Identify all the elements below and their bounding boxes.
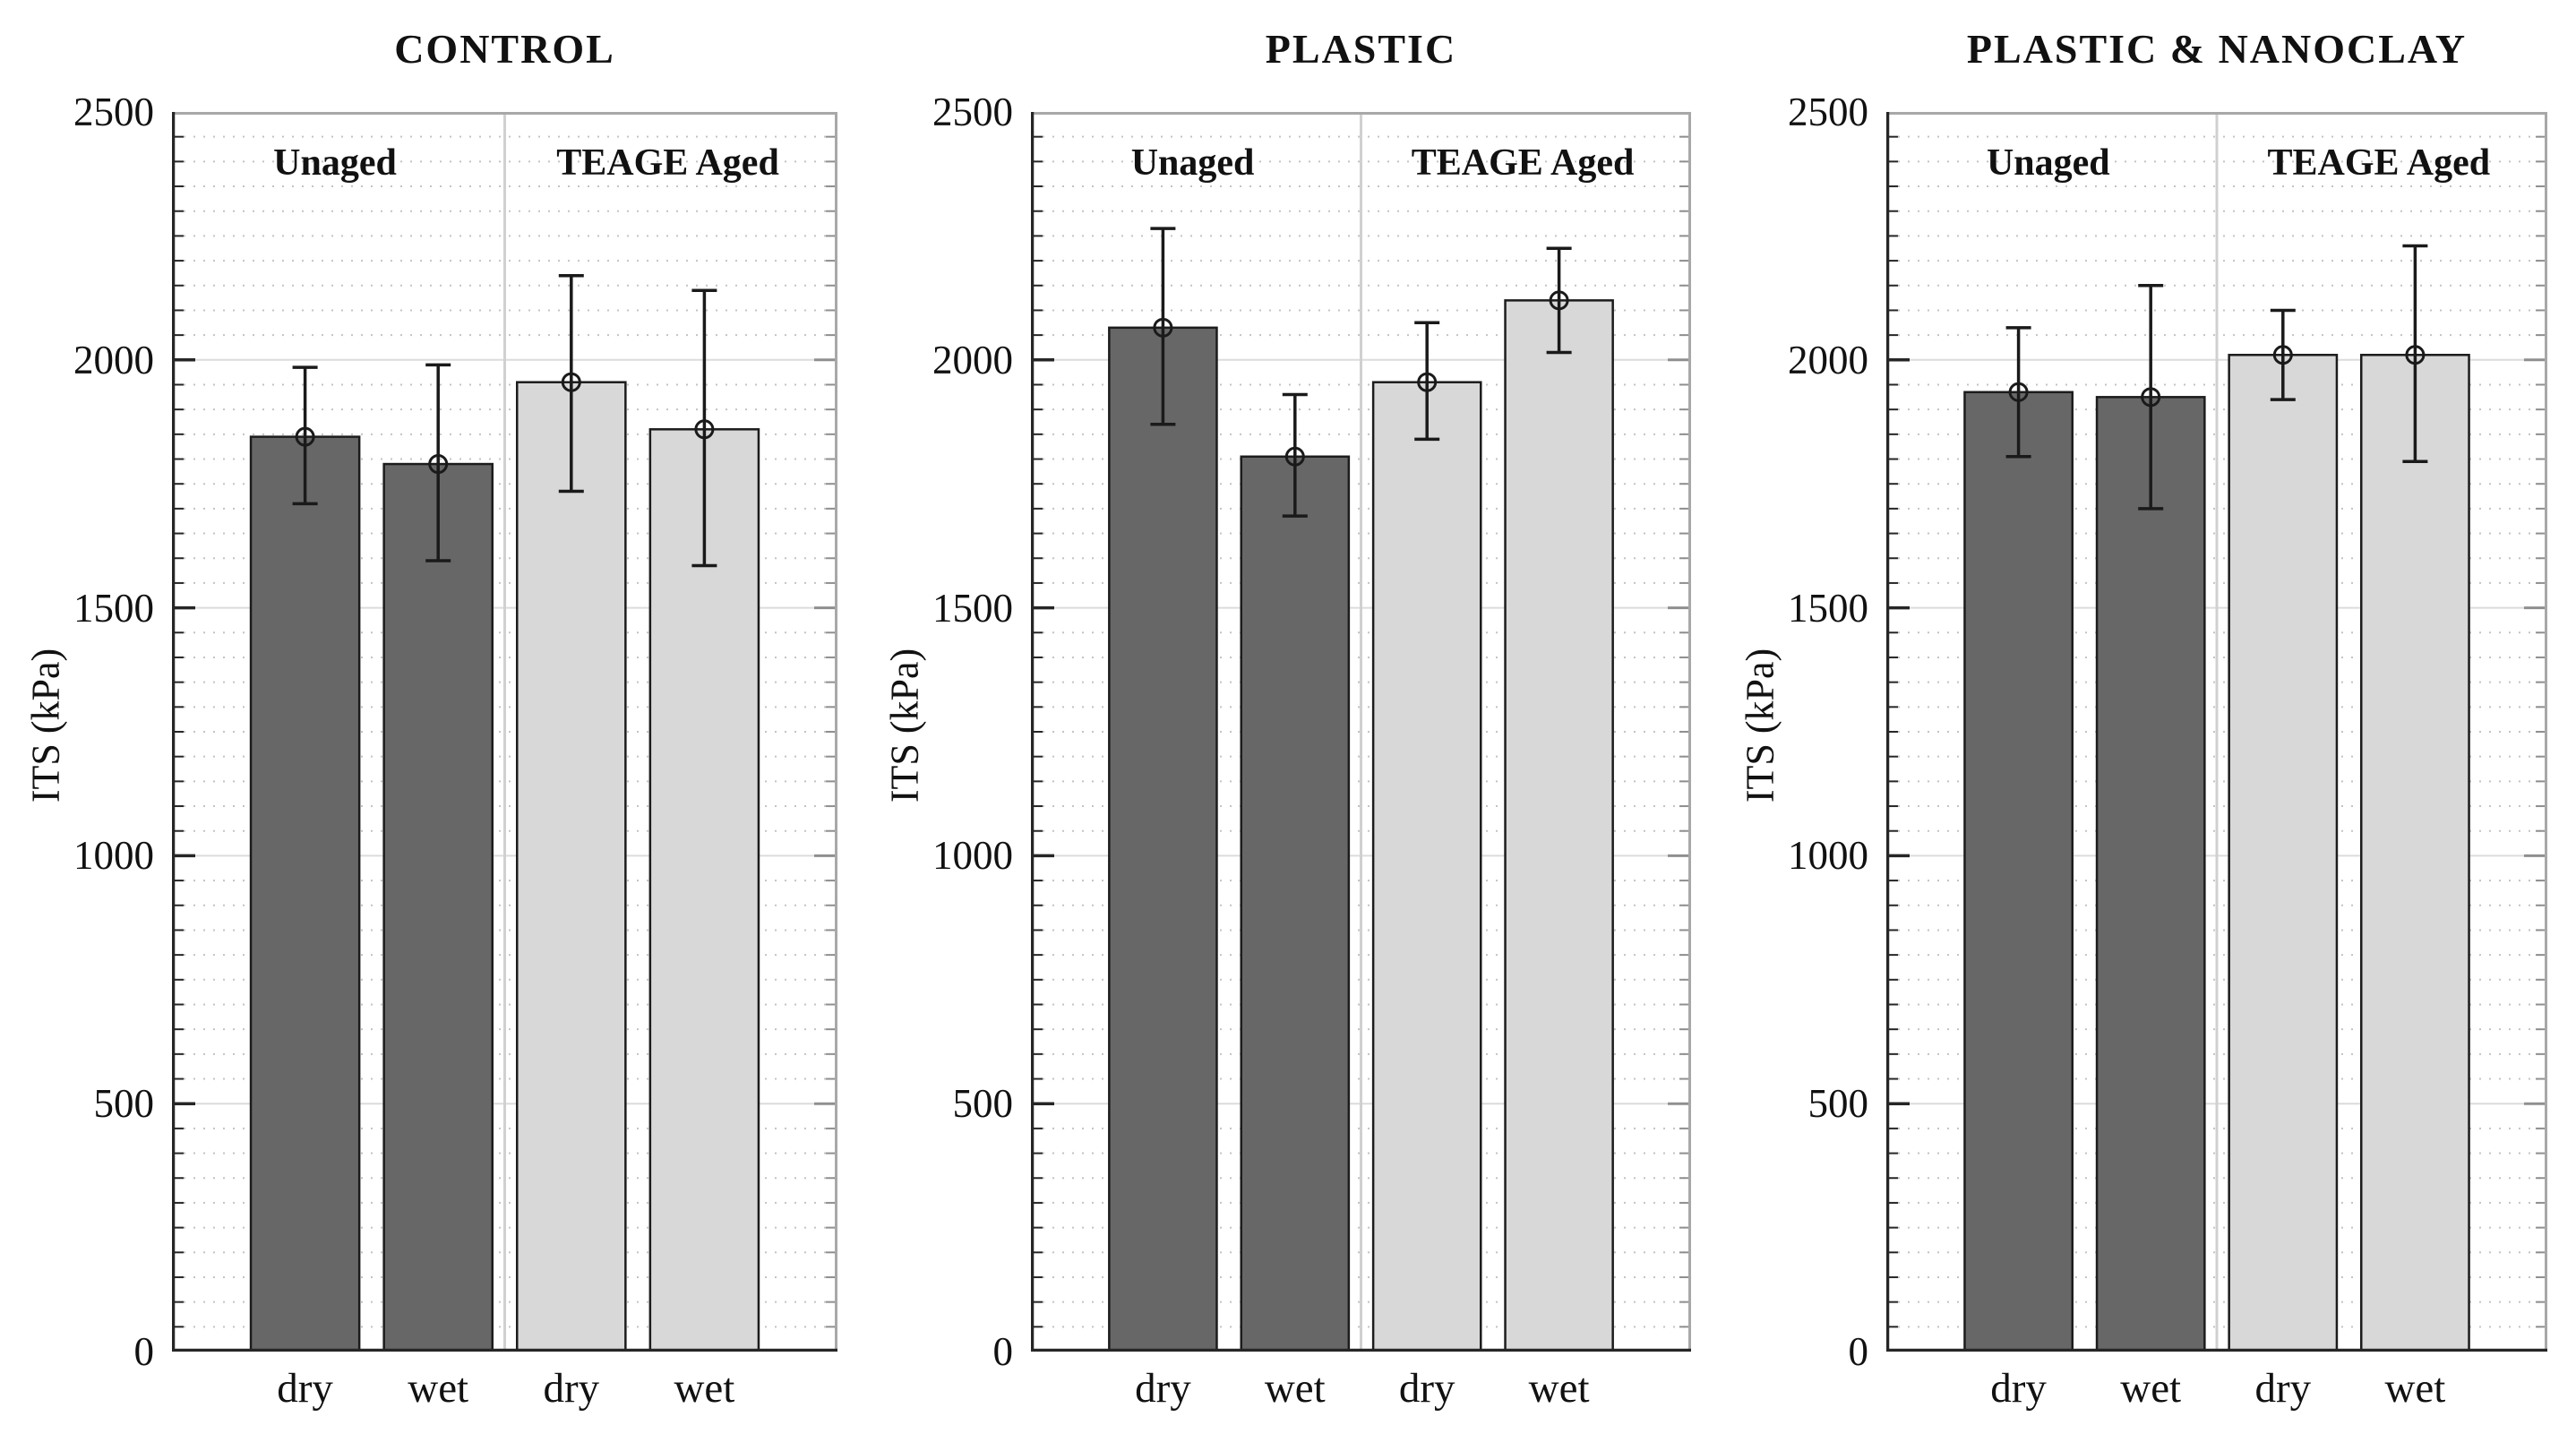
y-tick-label-1500: 1500 bbox=[1788, 585, 1868, 631]
plot-area bbox=[1886, 112, 2547, 1352]
panel-title: CONTROL bbox=[394, 26, 615, 72]
mean-marker bbox=[1284, 446, 1305, 467]
bar-unaged-dry bbox=[249, 435, 361, 1352]
bar-teage-aged-dry bbox=[1371, 381, 1482, 1352]
mean-marker bbox=[295, 426, 315, 447]
y-tick-label-500: 500 bbox=[93, 1081, 155, 1127]
bar-teage-aged-wet bbox=[648, 428, 760, 1352]
y-tick-label-2000: 2000 bbox=[73, 337, 154, 382]
group-label-teage-aged: TEAGE Aged bbox=[556, 142, 779, 184]
bar-unaged-wet bbox=[2095, 396, 2206, 1352]
x-category-label-wet-3: wet bbox=[674, 1365, 735, 1412]
x-category-label-dry-0: dry bbox=[1990, 1365, 2047, 1412]
y-axis-title: ITS (kPa) bbox=[882, 648, 927, 803]
bar-unaged-wet bbox=[1240, 455, 1351, 1352]
mean-marker bbox=[2272, 345, 2293, 365]
y-tick-label-1000: 1000 bbox=[932, 833, 1013, 879]
bar-unaged-dry bbox=[1963, 391, 2074, 1352]
y-tick-label-0: 0 bbox=[133, 1329, 155, 1374]
y-axis-title: ITS (kPa) bbox=[1738, 648, 1782, 803]
y-tick-label-1500: 1500 bbox=[73, 585, 154, 631]
x-category-label-dry-0: dry bbox=[1135, 1365, 1191, 1412]
x-category-label-wet-3: wet bbox=[2384, 1365, 2446, 1412]
y-tick-label-2000: 2000 bbox=[932, 337, 1013, 382]
x-category-label-wet-1: wet bbox=[408, 1365, 469, 1412]
x-category-label-wet-1: wet bbox=[1264, 1365, 1326, 1412]
y-tick-label-1000: 1000 bbox=[73, 833, 154, 879]
y-tick-label-1500: 1500 bbox=[932, 585, 1013, 631]
y-tick-label-1000: 1000 bbox=[1788, 833, 1868, 879]
x-category-label-dry-0: dry bbox=[277, 1365, 333, 1412]
mean-marker bbox=[1417, 372, 1438, 392]
y-tick-label-500: 500 bbox=[1807, 1081, 1869, 1127]
y-tick-label-2500: 2500 bbox=[932, 90, 1013, 134]
y-tick-label-2000: 2000 bbox=[1788, 337, 1868, 382]
x-category-label-dry-2: dry bbox=[2254, 1365, 2312, 1412]
mean-marker bbox=[2141, 387, 2161, 408]
plot-area bbox=[1031, 112, 1691, 1352]
mean-marker bbox=[1153, 317, 1173, 338]
group-label-unaged: Unaged bbox=[1130, 142, 1255, 184]
mean-marker bbox=[561, 372, 581, 392]
x-category-label-dry-2: dry bbox=[543, 1365, 600, 1412]
x-category-label-dry-2: dry bbox=[1398, 1365, 1455, 1412]
y-tick-label-500: 500 bbox=[952, 1081, 1014, 1127]
y-tick-label-0: 0 bbox=[992, 1329, 1014, 1374]
group-label-teage-aged: TEAGE Aged bbox=[1411, 142, 1635, 184]
mean-marker bbox=[2008, 382, 2029, 402]
mean-marker bbox=[1549, 290, 1569, 311]
y-tick-label-2500: 2500 bbox=[1788, 90, 1868, 134]
mean-marker bbox=[2405, 345, 2426, 365]
panel-title: PLASTIC bbox=[1265, 26, 1457, 72]
panel-plastic-nanoclay: PLASTIC & NANOCLAY Unaged TEAGE Aged 0 500 1… bbox=[1739, 26, 2547, 1412]
group-label-teage-aged: TEAGE Aged bbox=[2267, 142, 2491, 184]
plot-area bbox=[172, 112, 837, 1352]
y-tick-label-0: 0 bbox=[1848, 1329, 1869, 1374]
bar-teage-aged-dry bbox=[515, 381, 627, 1352]
bar-teage-aged-wet bbox=[2360, 354, 2470, 1352]
bar-teage-aged-wet bbox=[1504, 299, 1614, 1352]
panel-plastic: PLASTIC Unaged TEAGE Aged 0 500 1000 1500 2000… bbox=[883, 26, 1691, 1412]
mean-marker bbox=[694, 419, 715, 440]
x-category-label-wet-3: wet bbox=[1528, 1365, 1590, 1412]
y-tick-label-2500: 2500 bbox=[73, 90, 154, 134]
bar-teage-aged-dry bbox=[2228, 354, 2339, 1352]
mean-marker bbox=[428, 454, 449, 475]
x-category-label-wet-1: wet bbox=[2120, 1365, 2182, 1412]
panel-control: CONTROL Unaged TEAGE Aged 0 500 1000 1500 2000… bbox=[24, 26, 837, 1412]
group-label-unaged: Unaged bbox=[1986, 142, 2110, 184]
bar-unaged-wet bbox=[382, 462, 494, 1352]
y-axis-title: ITS (kPa) bbox=[23, 648, 68, 803]
bar-unaged-dry bbox=[1108, 326, 1218, 1352]
panel-title: PLASTIC & NANOCLAY bbox=[1966, 26, 2468, 72]
group-label-unaged: Unaged bbox=[273, 142, 397, 184]
